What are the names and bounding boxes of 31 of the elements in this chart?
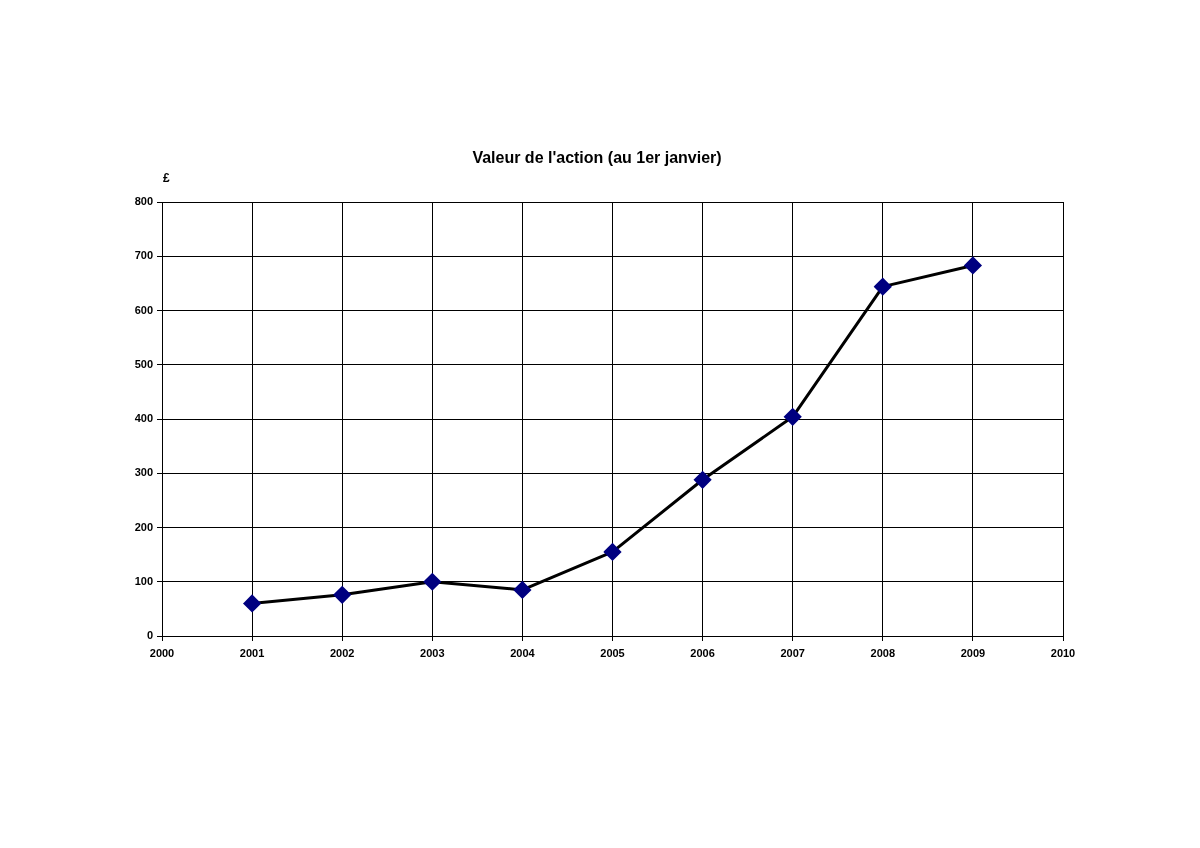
point [784, 408, 802, 426]
x-tick-label: 2004 [510, 646, 536, 659]
y-tick-label: 800 [134, 195, 153, 208]
x-tick-label: 2001 [239, 646, 265, 659]
y-tick-label: 600 [134, 303, 153, 316]
y-tick-label: 300 [134, 466, 153, 479]
y-tick-label: 100 [134, 574, 153, 587]
point [694, 471, 712, 489]
y-tick-label: 0 [146, 629, 153, 642]
x-tick-label: 2008 [870, 646, 896, 659]
x-tick-label: 2003 [420, 646, 445, 659]
y-tick-label: 500 [134, 357, 153, 370]
point [964, 256, 982, 274]
x-tick-label: 2000 [149, 646, 175, 659]
point [604, 543, 621, 561]
y-tick-label: 700 [134, 249, 153, 262]
x-tick-label: 2006 [690, 646, 715, 659]
y-tick-label: 200 [134, 520, 153, 533]
x-tick-label: 2002 [329, 646, 355, 659]
y-axis-title: £ [163, 171, 170, 186]
point [874, 278, 892, 296]
point [243, 594, 261, 612]
x-tick-label: 2005 [600, 646, 625, 659]
chart-title: Valeur de l'action (au 1er janvier) [472, 149, 722, 167]
x-tick-label: 2007 [780, 646, 805, 659]
point [333, 586, 351, 604]
x-tick-label: 2009 [960, 646, 986, 659]
y-tick-label: 400 [134, 412, 153, 425]
x-tick-label: 2010 [1050, 646, 1076, 659]
point [513, 581, 531, 599]
point [423, 573, 441, 591]
